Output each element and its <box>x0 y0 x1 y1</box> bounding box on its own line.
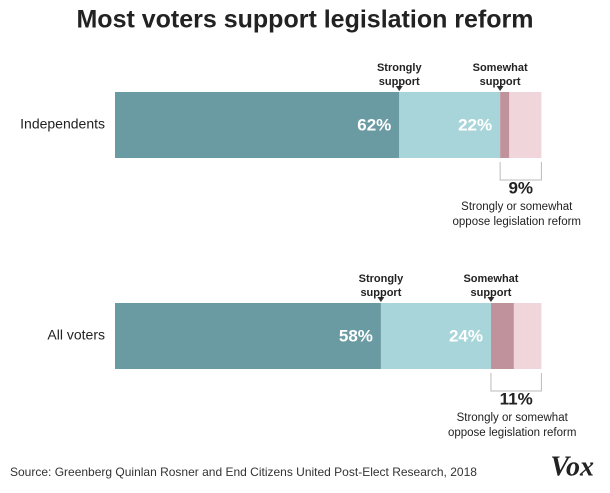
value-label: 58% <box>339 326 373 345</box>
pointer <box>395 86 403 91</box>
bar-segment <box>500 92 510 158</box>
pointer <box>496 86 504 91</box>
value-label: 24% <box>449 326 483 345</box>
bar-segment <box>490 303 514 369</box>
oppose-label: oppose legislation reform <box>453 216 582 228</box>
oppose-label: Strongly or somewhat <box>457 412 569 424</box>
oppose-bracket <box>490 373 542 392</box>
pointer <box>487 297 495 302</box>
segment-label: Somewhat support <box>472 62 528 88</box>
pointer <box>377 297 385 302</box>
segment-label: Somewhat support <box>463 273 519 299</box>
segment-label: Strongly support <box>358 273 404 299</box>
chart-title: Most voters support legislation reform <box>76 6 533 34</box>
oppose-label: oppose legislation reform <box>448 427 577 439</box>
oppose-value: 9% <box>508 178 533 197</box>
oppose-bracket <box>499 162 542 181</box>
bar-segment <box>509 92 542 158</box>
bar-segment <box>115 303 381 369</box>
oppose-value: 11% <box>500 389 533 408</box>
logo: Vox <box>550 451 594 482</box>
bar-segment <box>380 303 491 369</box>
source: Source: Greenberg Quinlan Rosner and End… <box>10 465 477 479</box>
segment-label: Strongly support <box>376 62 422 88</box>
value-label: 22% <box>458 115 492 134</box>
bar-segment <box>513 303 542 369</box>
bar-segment <box>115 92 400 158</box>
oppose-label: Strongly or somewhat <box>461 201 573 213</box>
category-label: All voters <box>47 327 105 343</box>
value-label: 62% <box>357 115 391 134</box>
bar-segment <box>399 92 501 158</box>
category-label: Independents <box>20 116 105 132</box>
